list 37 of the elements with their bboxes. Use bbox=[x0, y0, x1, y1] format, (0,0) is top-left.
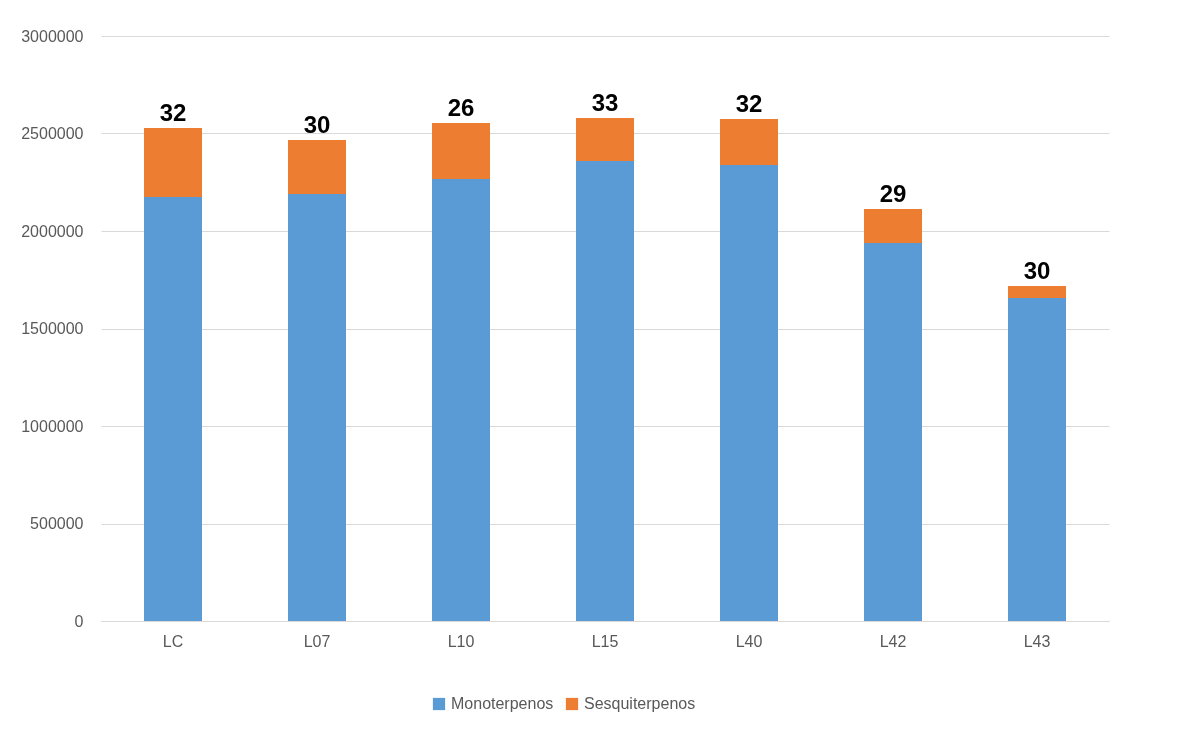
legend-label: Monoterpenos bbox=[451, 695, 554, 712]
bar bbox=[288, 139, 346, 194]
y-tick-label: 1500000 bbox=[21, 320, 84, 337]
annotation: 29 bbox=[879, 179, 907, 207]
y-tick-label: 2000000 bbox=[21, 222, 84, 240]
annotation: 26 bbox=[447, 93, 475, 121]
y-tick-label: 2500000 bbox=[21, 125, 84, 142]
bar bbox=[144, 128, 202, 198]
bar bbox=[720, 119, 778, 166]
x-tick-label: L07 bbox=[303, 632, 331, 650]
x-tick-label: L10 bbox=[447, 632, 475, 650]
x-tick-label: L42 bbox=[879, 632, 907, 650]
bar bbox=[720, 165, 778, 621]
y-tick-label: 3000000 bbox=[21, 27, 84, 45]
bar bbox=[864, 243, 922, 621]
annotation: 30 bbox=[1023, 256, 1051, 284]
bar bbox=[432, 122, 490, 179]
bar bbox=[576, 118, 634, 161]
bar bbox=[1008, 298, 1066, 621]
annotation: 32 bbox=[159, 99, 187, 127]
x-tick-label: L40 bbox=[735, 632, 763, 650]
bar bbox=[864, 208, 922, 244]
bar bbox=[432, 178, 490, 621]
bar bbox=[288, 193, 346, 621]
annotation: 30 bbox=[303, 110, 331, 138]
bar bbox=[144, 197, 202, 621]
y-tick-label: 500000 bbox=[30, 515, 84, 532]
legend-label: Sesquiterpenos bbox=[584, 695, 696, 712]
x-tick-label: LC bbox=[162, 632, 184, 650]
bar bbox=[576, 161, 634, 621]
y-tick-label: 1000000 bbox=[21, 417, 84, 435]
x-tick-label: L43 bbox=[1023, 632, 1051, 650]
annotation: 32 bbox=[735, 90, 763, 118]
x-tick-label: L15 bbox=[591, 632, 619, 650]
y-tick-label: 0 bbox=[74, 612, 84, 630]
bar bbox=[1008, 285, 1066, 299]
annotation: 33 bbox=[591, 89, 619, 117]
